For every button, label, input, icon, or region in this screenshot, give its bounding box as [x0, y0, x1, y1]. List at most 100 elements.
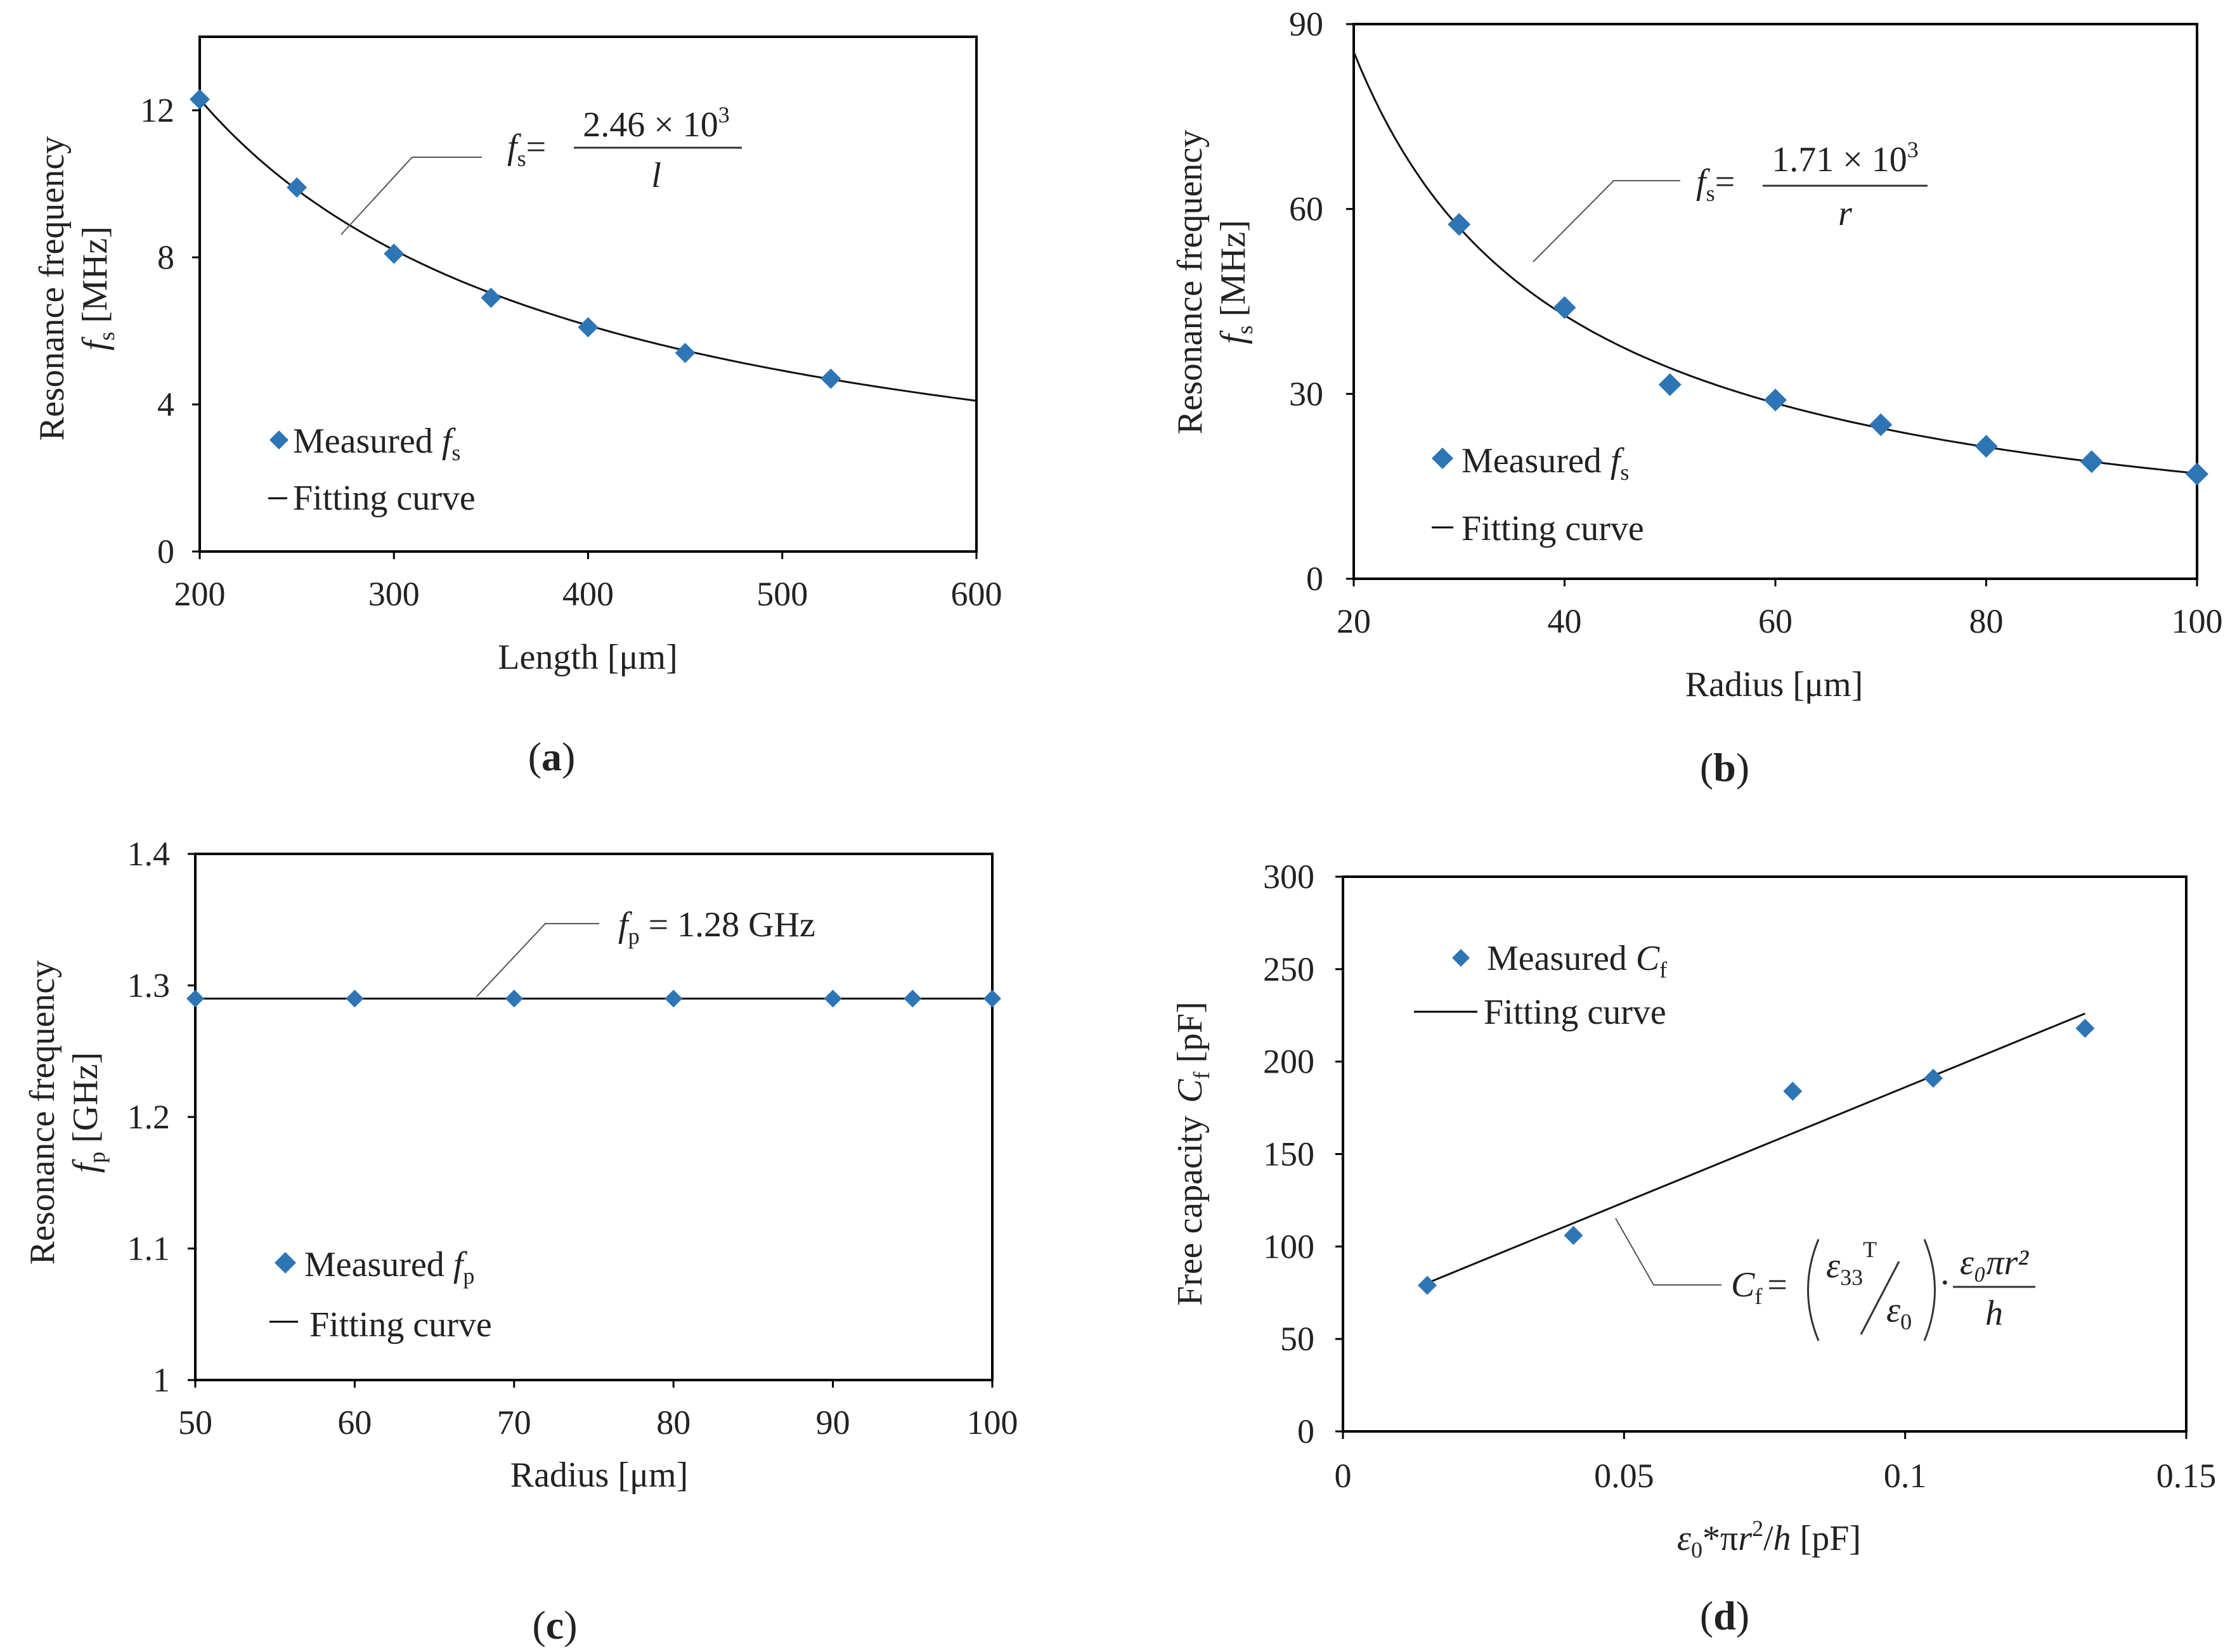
y-tick-label: 90 [1289, 5, 1323, 43]
y-tick-label: 30 [1289, 375, 1323, 413]
chart-panel-c: 11.11.21.31.4 50 60 70 80 90 100 Radius [μm] … [23, 835, 1018, 1648]
equation-c: fp = 1.28 GHz [476, 905, 815, 997]
y-tick-label: 1.2 [127, 1098, 171, 1136]
y-ticks-d: 0 50 100 150 200 250 300 [1263, 858, 1343, 1450]
plot-frame-b [1352, 23, 2198, 580]
data-point [384, 243, 405, 264]
data-point [481, 287, 502, 308]
equation-a: fs= 2.46 × 103 l [340, 102, 742, 235]
x-tick-label: 100 [967, 1404, 1018, 1442]
markers-d [1418, 1019, 2095, 1295]
x-axis-label-c: Radius [μm] [510, 1455, 688, 1495]
x-ticks-a: 200 300 400 500 600 [174, 552, 1002, 613]
data-point [287, 177, 308, 198]
x-tick-label: 50 [178, 1404, 212, 1442]
x-tick-label: 40 [1548, 602, 1582, 640]
y-axis-label-a: Resonance frequency fs [MHz] [32, 136, 119, 441]
y-tick-label: 300 [1263, 858, 1314, 896]
legend-b: Measured fs Fitting curve [1432, 441, 1644, 548]
panel-label-c: (c) [532, 1603, 577, 1648]
y-axis-label-d: Free capacityCf [pF] [1170, 1002, 1214, 1306]
equation-numerator-a: 2.46 × 103 [583, 102, 730, 145]
y-tick-label: 0 [157, 532, 174, 571]
data-point [983, 990, 1001, 1008]
data-point [2075, 1019, 2095, 1038]
data-point [190, 89, 210, 110]
fit-line [1421, 1012, 2085, 1286]
x-tick-label: 300 [368, 575, 420, 613]
chart-panel-d: 0 50 100 150 200 250 300 0 0.05 0.1 0.15 ε0*πr2/h… [1170, 858, 2216, 1638]
y-axis-label-top-c: Resonance frequency [23, 960, 62, 1265]
x-tick-label: 20 [1337, 602, 1371, 640]
x-tick-label: 100 [2172, 602, 2223, 640]
data-point [1924, 1068, 1943, 1088]
y-axis-label-bottom-a: fs [MHz] [75, 226, 119, 351]
equation-lhs-d: Cf = [1731, 1265, 1787, 1309]
x-tick-label: 500 [756, 575, 808, 613]
epsilon-0-text: ε0 [1886, 1291, 1912, 1334]
x-tick-label: 600 [951, 575, 1002, 613]
equation-denominator-a: l [651, 156, 661, 195]
slash-icon [1860, 1261, 1900, 1335]
y-tick-label: 1.4 [127, 835, 171, 873]
legend-fit-d: Fitting curve [1484, 993, 1666, 1032]
x-tick-label: 200 [174, 575, 226, 613]
legend-fit-b: Fitting curve [1462, 509, 1644, 548]
equation-lhs-a: fs= [507, 127, 546, 171]
y-tick-label: 150 [1263, 1135, 1314, 1173]
data-point [505, 990, 523, 1008]
dot-operator: · [1939, 1263, 1951, 1303]
legend-a: Measured fs Fitting curve [268, 422, 476, 518]
x-tick-label: 60 [337, 1404, 372, 1442]
x-axis-label-d: ε0*πr2/h [pF] [1677, 1516, 1861, 1563]
data-point [1869, 413, 1893, 436]
fraction-denominator-d: h [1985, 1294, 2003, 1333]
legend-d: Measured Cf Fitting curve [1414, 939, 1667, 1032]
data-point [578, 317, 599, 338]
equation-text-c: fp = 1.28 GHz [618, 905, 815, 949]
x-tick-label: 0.05 [1594, 1457, 1654, 1495]
x-tick-label: 80 [1969, 602, 2004, 640]
legend-measured-c: Measured fp [304, 1245, 474, 1289]
data-point [1658, 373, 1682, 396]
y-tick-label: 1.1 [127, 1230, 171, 1268]
x-ticks-c: 50 60 70 80 90 100 [178, 1380, 1018, 1442]
data-point [1553, 296, 1576, 319]
x-tick-label: 60 [1758, 602, 1792, 640]
y-axis-label-bottom-c: fp [GHz] [66, 1052, 110, 1173]
y-ticks-c: 1 1.1 1.2 1.3 1.4 [127, 835, 195, 1399]
y-tick-label: 60 [1289, 190, 1323, 228]
data-point [820, 368, 841, 389]
x-tick-label: 400 [562, 575, 614, 613]
y-axis-label-b: Resonance frequency fs [MHz] [1170, 130, 1257, 434]
y-tick-label: 1 [153, 1361, 170, 1399]
y-axis-label-top-a: Resonance frequency [32, 136, 72, 441]
y-tick-label: 200 [1263, 1043, 1314, 1081]
equation-denominator-b: r [1838, 194, 1852, 233]
y-tick-label: 100 [1263, 1227, 1314, 1265]
data-point [1974, 434, 1998, 458]
y-tick-label: 0 [1297, 1412, 1314, 1450]
epsilon-33-text: ε33T [1826, 1237, 1877, 1290]
x-axis-label-b: Radius [μm] [1685, 665, 1863, 704]
y-axis-label-top-b: Resonance frequency [1170, 130, 1210, 434]
x-tick-label: 80 [656, 1404, 690, 1442]
legend-fit-a: Fitting curve [293, 479, 476, 518]
legend-fit-c: Fitting curve [309, 1305, 492, 1345]
data-point [2080, 450, 2103, 474]
equation-pointer-a [340, 157, 482, 235]
equation-numerator-b: 1.71 × 103 [1772, 137, 1919, 179]
fraction-numerator-d: ε₀πr² [1960, 1243, 2029, 1282]
data-point [1448, 212, 1471, 236]
chart-panel-a: 0 4 8 12 200 300 400 500 600 Length [μm] Resona… [32, 35, 1002, 779]
markers-a [190, 89, 841, 389]
data-point [186, 990, 204, 1008]
data-point [1783, 1081, 1803, 1101]
left-paren-icon [1807, 1239, 1820, 1341]
y-tick-label: 0 [1306, 560, 1323, 598]
markers-c [186, 990, 1001, 1008]
legend-measured-a: Measured fs [293, 422, 460, 465]
x-axis-label-a: Length [μm] [498, 638, 678, 677]
x-tick-label: 70 [497, 1404, 531, 1442]
legend-marker-icon [269, 430, 288, 449]
